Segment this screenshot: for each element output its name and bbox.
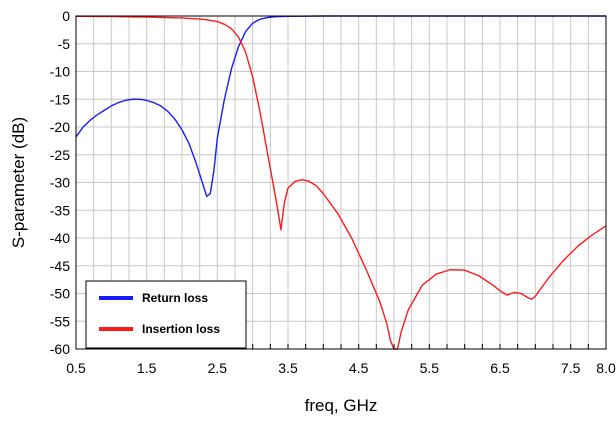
- y-tick-label: -15: [50, 91, 70, 107]
- legend-label-return-loss: Return loss: [142, 291, 208, 305]
- x-tick-label: 0.5: [66, 360, 86, 376]
- y-tick-label: -25: [50, 147, 70, 163]
- series-line-insertion-loss: [75, 15, 607, 350]
- y-tick-label: -60: [50, 341, 70, 357]
- x-axis-label: freq, GHz: [305, 396, 378, 415]
- x-tick-label: 6.5: [490, 360, 510, 376]
- y-tick-label: 0: [62, 8, 70, 24]
- y-tick-label: -55: [50, 313, 70, 329]
- y-tick-label: -40: [50, 230, 70, 246]
- x-tick-label: 5.5: [420, 360, 440, 376]
- y-axis-label: S-parameter (dB): [9, 117, 28, 248]
- x-tick-label: 1.5: [137, 360, 157, 376]
- x-tick-label: 4.5: [349, 360, 369, 376]
- x-tick-label: 2.5: [208, 360, 228, 376]
- legend-box: [85, 280, 247, 349]
- y-tick-label: -45: [50, 258, 70, 274]
- legend: Return loss Insertion loss: [85, 280, 247, 349]
- y-tick-label: -35: [50, 202, 70, 218]
- y-tick-label: -5: [58, 36, 71, 52]
- x-tick-label: 7.5: [561, 360, 581, 376]
- y-tick-label: -30: [50, 175, 70, 191]
- legend-label-insertion-loss: Insertion loss: [142, 322, 220, 336]
- series-lines: [75, 15, 607, 350]
- y-tick-label: -10: [50, 64, 70, 80]
- tick-labels: 0.5 1.5 2.5 3.5 4.5 5.5 6.5 7.5 8.0 0 -5 -10 -15 -20 -…: [50, 8, 616, 376]
- y-tick-label: -20: [50, 119, 70, 135]
- x-tick-label: 8.0: [596, 360, 616, 376]
- series-line-return-loss: [75, 15, 606, 198]
- y-tick-label: -50: [50, 286, 70, 302]
- x-tick-label: 3.5: [278, 360, 298, 376]
